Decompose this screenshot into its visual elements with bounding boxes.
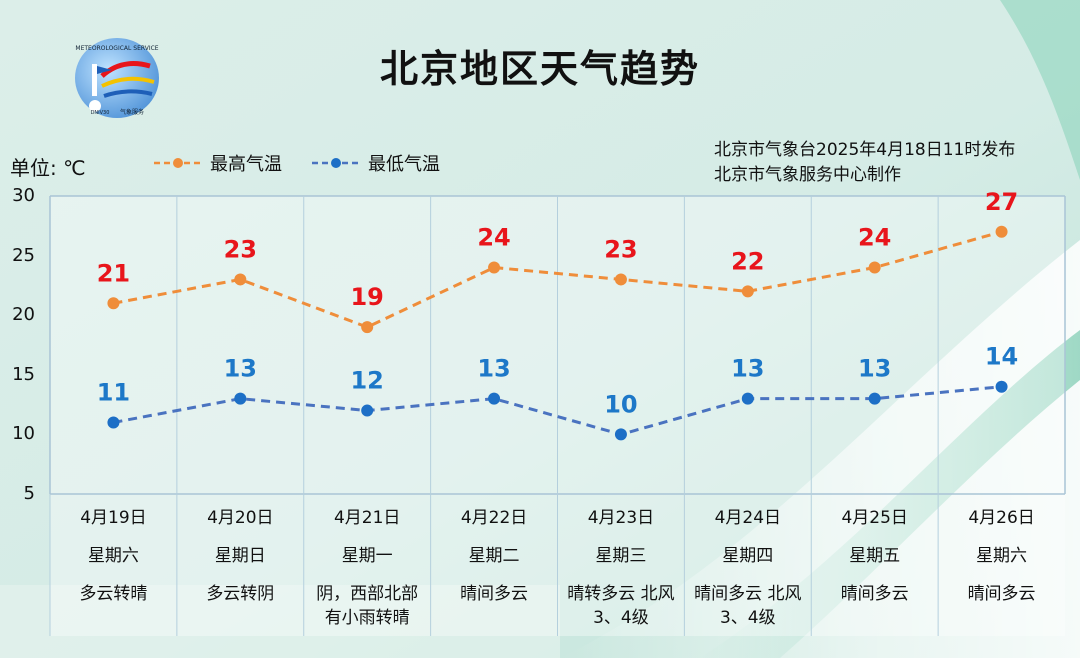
point-high xyxy=(995,225,1008,238)
point-high xyxy=(361,321,374,334)
y-tick-label: 10 xyxy=(12,423,35,445)
day-weather: 晴间多云 xyxy=(967,584,1036,604)
day-date: 4月26日 xyxy=(968,508,1035,528)
y-tick-label: 25 xyxy=(12,244,35,266)
data-label-low: 14 xyxy=(985,343,1018,371)
day-weather: 晴间多云 北风 xyxy=(694,584,802,604)
point-high xyxy=(741,285,754,298)
point-low xyxy=(741,392,754,405)
y-tick-label: 20 xyxy=(12,304,35,326)
meteorological-logo: METEOROLOGICAL SERVICE 气象服务 DNIV30 xyxy=(75,38,159,118)
data-label-low: 13 xyxy=(731,355,764,383)
point-low xyxy=(234,392,247,405)
svg-text:METEOROLOGICAL SERVICE: METEOROLOGICAL SERVICE xyxy=(75,45,158,52)
publisher-line-2: 北京市气象服务中心制作 xyxy=(714,165,901,185)
data-label-high: 21 xyxy=(97,259,130,287)
data-label-low: 13 xyxy=(477,355,510,383)
day-weather: 阴，西部北部 xyxy=(316,584,419,604)
point-high xyxy=(614,273,627,286)
data-label-high: 27 xyxy=(985,188,1018,216)
data-label-low: 10 xyxy=(604,390,637,418)
point-low xyxy=(614,428,627,441)
day-weather: 3、4级 xyxy=(593,608,649,628)
point-high xyxy=(234,273,247,286)
y-tick-label: 30 xyxy=(12,185,35,206)
day-weekday: 星期五 xyxy=(849,546,901,566)
day-weather: 多云转晴 xyxy=(79,584,148,604)
legend-low: 最低气温 xyxy=(310,150,440,176)
day-date: 4月21日 xyxy=(333,508,401,528)
page-title: 北京地区天气趋势 xyxy=(379,47,700,91)
data-label-high: 24 xyxy=(477,224,510,252)
svg-text:气象服务: 气象服务 xyxy=(120,108,144,116)
data-label-high: 19 xyxy=(350,283,383,311)
day-date: 4月25日 xyxy=(841,508,908,528)
data-label-high: 22 xyxy=(731,247,764,275)
day-weather: 多云转阴 xyxy=(206,584,275,604)
day-weather: 3、4级 xyxy=(719,608,776,628)
legend-high-label: 最高气温 xyxy=(210,154,282,175)
point-low xyxy=(107,416,120,429)
y-tick-label: 5 xyxy=(23,483,35,504)
legend-high: 最高气温 xyxy=(152,150,282,176)
day-weather: 晴间多云 xyxy=(460,584,529,604)
legend-low-label: 最低气温 xyxy=(368,154,440,175)
point-low xyxy=(868,392,881,405)
day-weekday: 星期六 xyxy=(87,546,139,566)
data-label-low: 12 xyxy=(350,367,383,395)
publisher-line-1: 北京市气象台2025年4月18日11时发布 xyxy=(714,140,1016,160)
legend-high-marker xyxy=(154,158,202,168)
series-line-low xyxy=(113,385,1002,436)
day-weekday: 星期六 xyxy=(976,546,1028,566)
data-label-low: 13 xyxy=(224,355,257,383)
day-date: 4月19日 xyxy=(80,508,147,528)
point-high xyxy=(107,297,120,310)
day-date: 4月24日 xyxy=(714,508,782,528)
day-weekday: 星期三 xyxy=(595,546,647,566)
series-line-high xyxy=(113,230,1002,329)
day-date: 4月22日 xyxy=(460,508,528,528)
day-weekday: 星期二 xyxy=(468,546,520,566)
point-low xyxy=(995,380,1008,393)
day-weather: 晴间多云 xyxy=(840,584,909,604)
day-weekday: 星期一 xyxy=(341,546,393,566)
data-label-high: 23 xyxy=(224,235,257,263)
day-weather: 有小雨转晴 xyxy=(324,608,410,628)
data-label-high: 23 xyxy=(604,235,637,263)
data-label-high: 24 xyxy=(858,224,891,252)
y-tick-label: 15 xyxy=(12,363,35,385)
point-high xyxy=(868,261,881,274)
day-weather: 晴转多云 北风 xyxy=(567,584,675,604)
day-weekday: 星期四 xyxy=(722,546,774,566)
legend-low-marker xyxy=(312,158,360,168)
day-date: 4月23日 xyxy=(587,508,655,528)
day-date: 4月20日 xyxy=(207,508,274,528)
data-label-low: 13 xyxy=(858,355,891,383)
point-low xyxy=(488,392,501,405)
svg-text:DNIV30: DNIV30 xyxy=(91,110,110,116)
point-high xyxy=(488,261,501,274)
data-label-low: 11 xyxy=(97,378,130,406)
unit-label: 单位: ℃ xyxy=(10,156,86,180)
point-low xyxy=(361,404,374,417)
day-weekday: 星期日 xyxy=(214,546,266,566)
